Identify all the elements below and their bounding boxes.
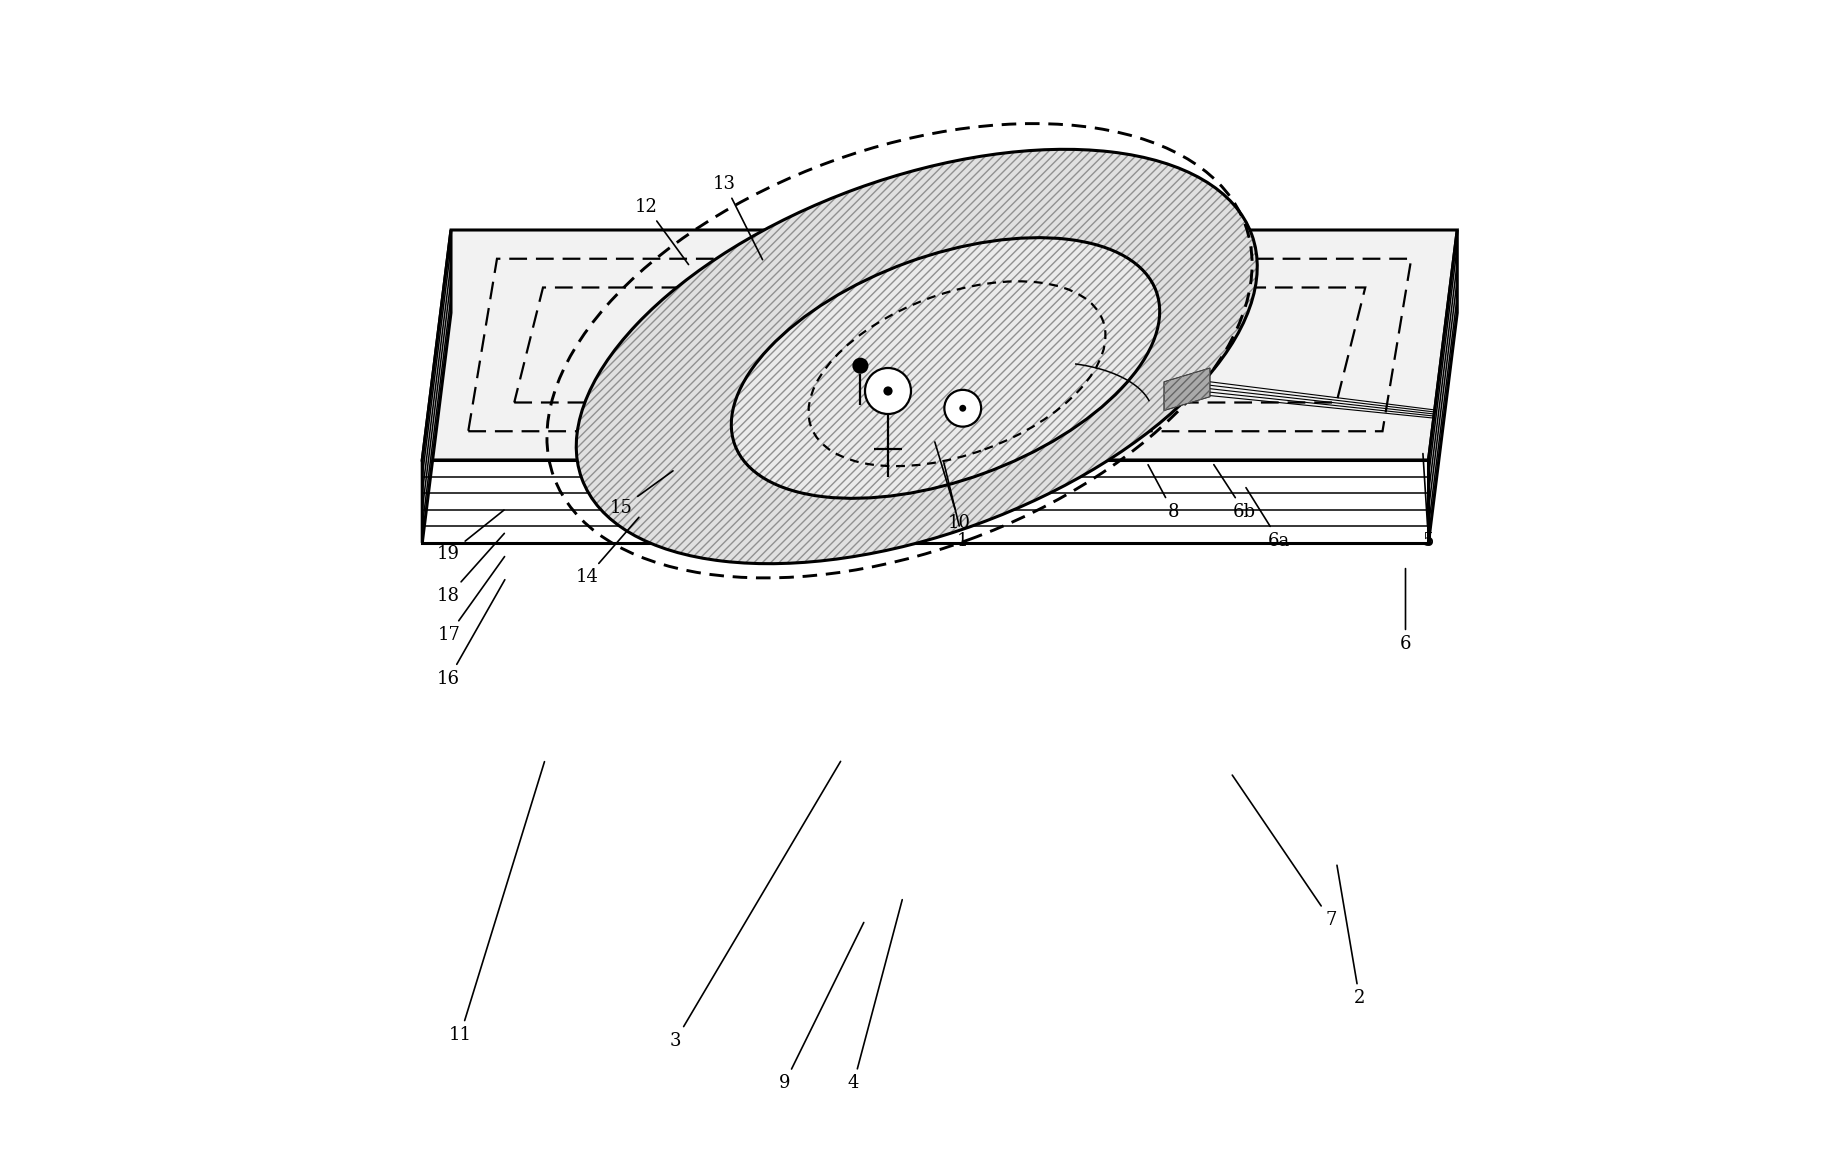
Text: 11: 11 xyxy=(448,761,545,1044)
Text: 18: 18 xyxy=(437,534,505,605)
Text: 6a: 6a xyxy=(1246,488,1290,550)
Circle shape xyxy=(884,386,893,396)
Polygon shape xyxy=(1428,230,1458,543)
Polygon shape xyxy=(423,230,1458,460)
Text: 19: 19 xyxy=(437,511,505,564)
Text: 1: 1 xyxy=(944,462,969,550)
Text: 8: 8 xyxy=(1148,465,1179,521)
Circle shape xyxy=(944,390,982,427)
Polygon shape xyxy=(423,460,1428,543)
Text: 10: 10 xyxy=(935,442,971,532)
Text: 6b: 6b xyxy=(1213,465,1255,521)
Text: 16: 16 xyxy=(437,580,505,688)
Circle shape xyxy=(865,368,911,414)
Text: 6: 6 xyxy=(1399,568,1412,653)
Text: 9: 9 xyxy=(778,922,864,1092)
Text: 14: 14 xyxy=(576,518,640,586)
Text: 4: 4 xyxy=(847,899,902,1092)
Polygon shape xyxy=(1164,368,1210,411)
Circle shape xyxy=(960,405,966,412)
Ellipse shape xyxy=(731,238,1159,498)
Text: 13: 13 xyxy=(712,175,763,260)
Text: 15: 15 xyxy=(610,470,672,518)
Text: 7: 7 xyxy=(1232,775,1337,929)
Text: 2: 2 xyxy=(1337,865,1365,1007)
Ellipse shape xyxy=(576,150,1257,564)
Text: 12: 12 xyxy=(636,198,689,264)
Text: 3: 3 xyxy=(669,761,840,1050)
Circle shape xyxy=(853,358,869,374)
Text: 17: 17 xyxy=(437,557,505,644)
Text: 5: 5 xyxy=(1423,453,1434,550)
Polygon shape xyxy=(423,230,452,543)
